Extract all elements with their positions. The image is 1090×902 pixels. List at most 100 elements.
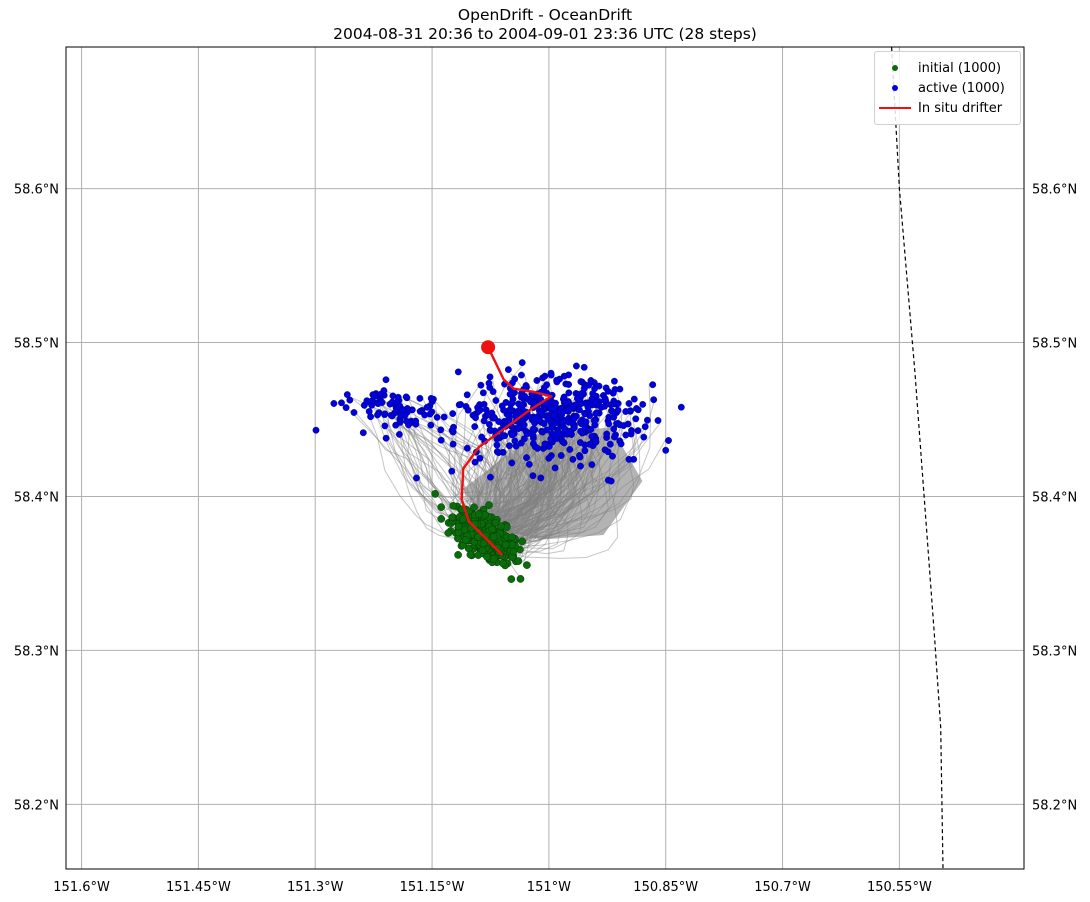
active-particle <box>342 404 350 411</box>
active-particle <box>501 432 509 440</box>
active-particle <box>622 408 630 415</box>
active-particle <box>492 397 500 404</box>
active-particle <box>551 464 559 472</box>
active-particle <box>581 447 589 455</box>
active-particle <box>570 415 578 422</box>
active-particle <box>588 432 596 440</box>
lat-tick-label-left: 58.3°N <box>14 644 59 659</box>
active-particle <box>523 454 530 461</box>
active-particle <box>641 423 649 431</box>
active-particle <box>448 467 456 475</box>
active-particle <box>650 396 658 404</box>
boundary-layer <box>891 47 944 869</box>
initial-particle <box>454 522 463 531</box>
initial-particle <box>470 503 478 512</box>
active-particle <box>382 434 390 442</box>
initial-particle <box>508 533 516 541</box>
active-particle <box>577 427 584 435</box>
initial-particle <box>489 555 498 563</box>
active-particle <box>377 390 385 398</box>
active-particle <box>515 425 522 432</box>
lat-tick-label-right: 58.5°N <box>1032 337 1077 352</box>
legend-drifter-label: In situ drifter <box>918 100 1003 116</box>
active-particle <box>392 421 400 429</box>
active-particle <box>522 382 530 389</box>
active-particle <box>576 406 583 414</box>
active-particle <box>477 381 485 389</box>
lat-tick-label-right: 58.4°N <box>1032 490 1077 505</box>
active-particle <box>571 424 578 432</box>
lon-tick-label: 150.85°W <box>633 880 698 895</box>
active-particle <box>416 394 424 402</box>
initial-particle <box>509 547 518 556</box>
active-particle <box>587 377 595 384</box>
active-particle <box>662 446 670 454</box>
initial-particle <box>459 515 467 523</box>
active-particle <box>552 399 559 407</box>
initial-particle <box>454 551 462 559</box>
active-particle <box>463 444 471 452</box>
initial-particle <box>507 575 516 583</box>
active-particle <box>576 453 584 461</box>
active-particle <box>504 366 512 373</box>
initial-particle <box>479 539 488 548</box>
active-particle <box>540 384 548 392</box>
legend-active-label: active (1000) <box>918 80 1005 96</box>
drifter-end-marker <box>481 340 496 355</box>
title-line-2: 2004-08-31 20:36 to 2004-09-01 23:36 UTC… <box>333 25 757 43</box>
active-particle <box>608 407 616 415</box>
title-line-1: OpenDrift - OceanDrift <box>457 6 633 24</box>
active-particle <box>541 372 549 380</box>
legend-initial-marker <box>892 65 898 71</box>
active-particle <box>553 376 560 384</box>
active-particle <box>574 395 581 402</box>
active-particle <box>581 423 589 431</box>
active-particle <box>540 420 548 427</box>
active-particle <box>382 376 390 384</box>
drifter-track <box>460 346 553 556</box>
lon-tick-label: 151.3°W <box>287 880 344 895</box>
initial-particle <box>491 518 500 527</box>
lat-tick-label-right: 58.3°N <box>1032 644 1077 659</box>
active-particle <box>677 403 685 411</box>
active-particle <box>561 425 569 433</box>
active-particle <box>566 446 574 453</box>
lat-tick-label-left: 58.5°N <box>14 337 59 352</box>
active-particle <box>399 406 407 413</box>
active-particle <box>457 401 464 408</box>
active-particle <box>502 398 510 406</box>
initial-particle <box>474 532 483 541</box>
active-particle <box>605 420 613 428</box>
active-particle <box>423 403 431 411</box>
active-particle <box>560 439 568 447</box>
active-particle <box>610 413 618 421</box>
active-particle <box>495 418 503 425</box>
active-particle <box>557 452 565 459</box>
active-particle <box>505 442 513 450</box>
lon-tick-label: 151.15°W <box>400 880 465 895</box>
active-particle <box>529 425 537 433</box>
active-particle <box>554 430 562 437</box>
active-particle <box>634 406 642 414</box>
active-particle <box>374 411 381 419</box>
active-particle <box>582 418 590 426</box>
active-particle <box>654 417 662 424</box>
legend-drifter-line <box>879 107 911 110</box>
active-particle <box>381 410 389 418</box>
active-particle <box>550 412 558 419</box>
active-particle <box>589 390 597 398</box>
active-particle <box>547 435 555 443</box>
active-particle <box>634 427 642 434</box>
active-particle <box>606 440 614 448</box>
lat-tick-label-left: 58.4°N <box>14 490 59 505</box>
active-particle <box>611 377 618 385</box>
active-particle <box>433 413 441 421</box>
initial-particle <box>518 537 527 546</box>
active-particle <box>564 406 572 414</box>
lat-tick-label-left: 58.2°N <box>14 798 59 813</box>
active-particle <box>449 410 457 417</box>
active-particle <box>547 369 555 377</box>
active-particle <box>584 403 592 411</box>
active-particle <box>613 400 620 408</box>
active-particle <box>387 411 395 419</box>
